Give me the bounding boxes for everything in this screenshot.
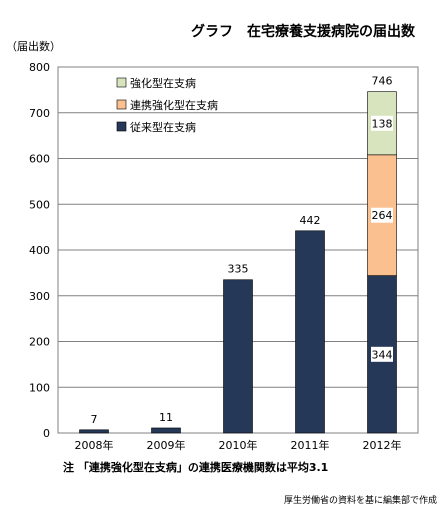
total-value-label: 7 [91,413,98,426]
x-axis-ticks: 2008年 2009年 2010年 2011年 2012年 [75,438,402,452]
y-tick-label: 400 [29,244,50,257]
legend-label: 従来型在支病 [130,120,196,134]
legend-swatch [116,121,127,132]
segment-value-label: 138 [372,117,393,130]
total-value-label: 335 [228,263,249,276]
legend-label: 連携強化型在支病 [130,98,218,112]
bars: 7 11 335 442 344 264 138 746 [79,75,397,434]
y-tick-label: 800 [29,61,50,74]
x-tick-label: 2008年 [75,438,114,452]
y-axis-ticks: 0 100 200 300 400 500 600 700 800 [29,61,50,440]
segment-label-box [371,115,393,131]
x-tick-label: 2010年 [219,438,258,452]
y-tick-label: 600 [29,153,50,166]
bar-segment [295,230,325,434]
y-tick-label: 200 [29,336,50,349]
x-tick-label: 2012年 [363,438,402,452]
total-value-label: 746 [372,75,393,88]
segment-label-box [371,207,393,223]
x-tick-label: 2011年 [291,438,330,452]
y-tick-label: 300 [29,290,50,303]
source-note: 厚生労働省の資料を基に編集部で作成 [284,494,437,506]
bar-segment [151,427,181,434]
segment-label-box [371,346,393,362]
total-value-label: 442 [300,214,321,227]
legend-swatch [116,99,127,110]
total-value-label: 11 [159,411,173,424]
footnote: 注 「連携強化型在支病」の連携医療機関数は平均3.1 [63,460,328,474]
legend-label: 強化型在支病 [130,76,196,90]
legend-swatch [116,77,127,88]
y-tick-label: 100 [29,381,50,394]
x-tick-label: 2009年 [147,438,186,452]
bar-segment [79,429,109,434]
y-axis-label: （届出数） [6,39,61,53]
bar-segment [223,279,253,434]
y-tick-label: 0 [43,427,50,440]
y-tick-label: 700 [29,107,50,120]
segment-value-label: 344 [372,348,393,361]
y-tick-label: 500 [29,198,50,211]
chart-title: グラフ 在宅療養支援病院の届出数 [191,23,416,40]
segment-value-label: 264 [372,209,393,222]
